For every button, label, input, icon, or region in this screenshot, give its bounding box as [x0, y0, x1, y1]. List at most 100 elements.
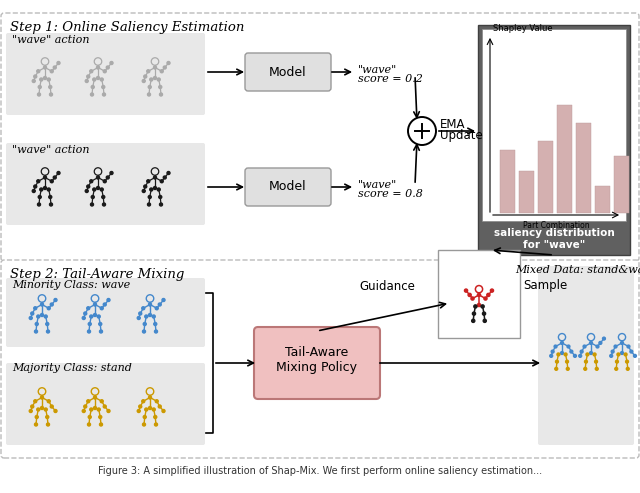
Circle shape	[472, 312, 476, 315]
Circle shape	[154, 416, 157, 419]
Circle shape	[152, 315, 156, 318]
Circle shape	[35, 330, 38, 333]
Circle shape	[90, 93, 93, 96]
Text: Minority Class: wave: Minority Class: wave	[12, 280, 131, 290]
Circle shape	[477, 293, 481, 296]
Circle shape	[621, 352, 623, 354]
Circle shape	[472, 319, 475, 322]
FancyBboxPatch shape	[6, 143, 205, 225]
Circle shape	[93, 78, 96, 81]
Circle shape	[49, 196, 52, 199]
Circle shape	[47, 330, 49, 333]
FancyBboxPatch shape	[6, 33, 205, 115]
Circle shape	[561, 352, 563, 354]
Circle shape	[614, 345, 617, 348]
Circle shape	[88, 322, 92, 325]
Circle shape	[36, 180, 40, 183]
Circle shape	[99, 423, 102, 426]
Circle shape	[51, 70, 53, 73]
Circle shape	[152, 408, 156, 411]
Circle shape	[159, 196, 162, 199]
Circle shape	[87, 307, 90, 310]
Circle shape	[84, 405, 87, 408]
Circle shape	[148, 196, 151, 199]
FancyBboxPatch shape	[538, 266, 634, 445]
Circle shape	[145, 315, 148, 318]
Circle shape	[97, 76, 99, 79]
Bar	[519, 171, 534, 213]
Circle shape	[617, 353, 620, 356]
Circle shape	[154, 322, 157, 325]
Circle shape	[90, 180, 93, 183]
Circle shape	[550, 354, 553, 357]
Bar	[538, 141, 553, 213]
Circle shape	[40, 314, 44, 317]
Circle shape	[99, 416, 102, 419]
Circle shape	[107, 298, 110, 302]
Text: "wave": "wave"	[358, 180, 397, 190]
Circle shape	[154, 186, 157, 189]
Circle shape	[589, 352, 593, 354]
Circle shape	[145, 408, 148, 411]
Circle shape	[44, 186, 47, 189]
Text: Mixed Data: stand&wave: Mixed Data: stand&wave	[515, 265, 640, 275]
Circle shape	[99, 330, 102, 333]
Text: Update: Update	[440, 129, 483, 141]
Circle shape	[487, 293, 490, 296]
Circle shape	[147, 70, 150, 73]
Circle shape	[44, 66, 47, 69]
Circle shape	[29, 410, 32, 413]
Circle shape	[468, 293, 471, 296]
Circle shape	[589, 342, 593, 344]
Bar	[438, 250, 520, 338]
Circle shape	[102, 93, 106, 96]
Circle shape	[157, 78, 160, 81]
Circle shape	[490, 289, 493, 292]
Circle shape	[625, 360, 628, 363]
Circle shape	[106, 66, 109, 69]
Circle shape	[551, 350, 554, 353]
Circle shape	[159, 85, 162, 89]
Circle shape	[143, 330, 145, 333]
Circle shape	[630, 350, 633, 353]
Circle shape	[100, 78, 103, 81]
Circle shape	[51, 303, 53, 306]
Circle shape	[570, 350, 573, 353]
Circle shape	[35, 416, 38, 419]
Circle shape	[44, 176, 47, 179]
Circle shape	[100, 307, 103, 310]
Circle shape	[34, 307, 36, 310]
Circle shape	[40, 303, 44, 306]
Circle shape	[602, 337, 605, 340]
Circle shape	[159, 93, 163, 96]
Circle shape	[35, 322, 38, 325]
Bar	[614, 156, 629, 213]
Circle shape	[57, 62, 60, 65]
Circle shape	[154, 176, 157, 179]
Circle shape	[481, 305, 484, 308]
Circle shape	[137, 410, 140, 413]
Circle shape	[611, 350, 614, 353]
Circle shape	[36, 315, 40, 318]
Circle shape	[90, 203, 93, 206]
Circle shape	[97, 315, 100, 318]
Circle shape	[97, 408, 100, 411]
Circle shape	[93, 188, 96, 191]
Circle shape	[621, 342, 623, 344]
Circle shape	[90, 315, 93, 318]
Circle shape	[102, 203, 106, 206]
Circle shape	[87, 185, 90, 188]
Circle shape	[567, 345, 570, 348]
Circle shape	[31, 405, 34, 408]
Circle shape	[566, 360, 568, 363]
Text: score = 0.8: score = 0.8	[358, 189, 423, 199]
Circle shape	[100, 400, 103, 403]
Circle shape	[38, 93, 40, 96]
FancyBboxPatch shape	[6, 278, 205, 347]
Circle shape	[97, 66, 99, 69]
Text: score = 0.2: score = 0.2	[358, 74, 423, 84]
Circle shape	[36, 408, 40, 411]
Circle shape	[143, 416, 147, 419]
Circle shape	[47, 307, 51, 310]
FancyBboxPatch shape	[254, 327, 380, 399]
